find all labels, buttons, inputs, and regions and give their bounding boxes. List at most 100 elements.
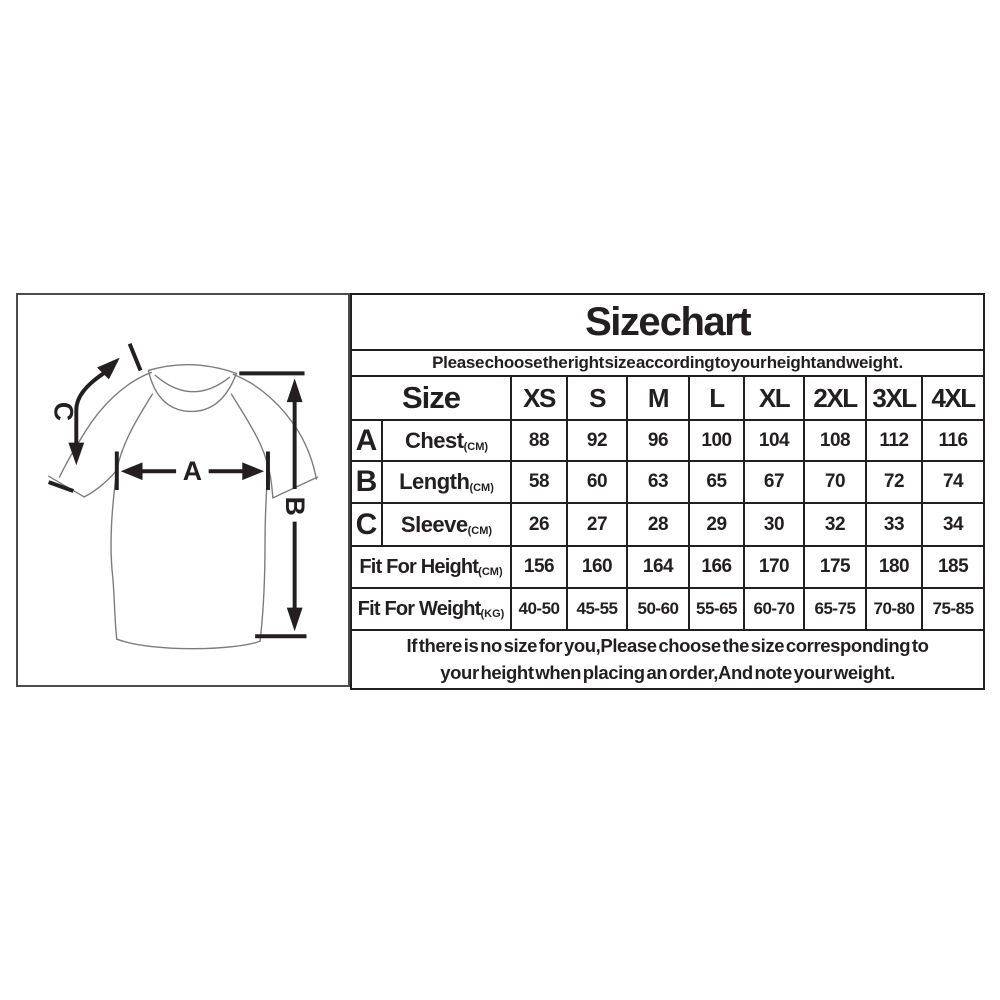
fit-height-value: 164 — [626, 545, 690, 589]
size-chart-table: Size chart Please choose the right size … — [349, 293, 986, 690]
fit-weight-value: 65-75 — [803, 587, 867, 631]
sleeve-value: 34 — [920, 502, 986, 547]
tshirt-diagram-panel: A B C — [16, 293, 350, 687]
measurement-arrow-sleeve: C — [47, 343, 143, 493]
length-value: 67 — [743, 460, 805, 504]
row-label-text: Sleeve — [400, 511, 468, 537]
row-unit: (CM) — [463, 440, 489, 453]
chest-value: 104 — [743, 419, 805, 462]
sleeve-top-tick — [127, 343, 143, 372]
measurement-arrow-length: B — [239, 371, 310, 639]
chest-value: 116 — [920, 419, 986, 462]
chest-value: 108 — [803, 419, 867, 462]
col-header-m: M — [626, 375, 690, 421]
fit-height-value: 156 — [510, 545, 568, 589]
table-row-fit-height: Fit For Height(CM) 156 160 164 166 170 1… — [350, 545, 986, 589]
col-header-2xl: 2XL — [803, 375, 867, 421]
row-label-text: Length — [399, 469, 470, 494]
col-header-xs: XS — [510, 375, 568, 421]
left-raglan-seam — [116, 393, 154, 471]
table-row-fit-weight: Fit For Weight(KG) 40-50 45-55 50-60 55-… — [350, 587, 986, 631]
size-note-line1: If there is no size for you,Please choos… — [406, 634, 929, 656]
fit-weight-value: 45-55 — [566, 587, 628, 631]
sleeve-value: 32 — [803, 502, 867, 547]
size-note-line2: your height when placing an order,And no… — [440, 661, 895, 683]
sleeve-value: 29 — [688, 502, 745, 547]
chest-value: 96 — [626, 419, 690, 462]
fit-weight-value: 50-60 — [626, 587, 690, 631]
chest-arrowhead-right — [242, 462, 265, 481]
fit-weight-value: 70-80 — [865, 587, 923, 631]
right-sleeve-outer — [232, 373, 318, 480]
col-header-xl: XL — [743, 375, 805, 421]
row-label-fit-height: Fit For Height(CM) — [350, 545, 512, 589]
left-sleeve-outer — [58, 371, 153, 478]
row-unit: (KG) — [480, 607, 505, 620]
chest-value: 88 — [510, 419, 568, 462]
row-label-length: Length(CM) — [381, 460, 512, 504]
col-header-s: S — [566, 375, 628, 421]
length-value: 60 — [566, 460, 628, 504]
chest-value: 92 — [566, 419, 628, 462]
row-letter: A — [350, 419, 383, 462]
sleeve-arrowhead-down — [68, 442, 85, 466]
fit-height-value: 175 — [803, 545, 867, 589]
sleeve-bottom-tick — [47, 480, 74, 493]
fit-weight-value: 40-50 — [510, 587, 568, 631]
row-label-fit-weight: Fit For Weight(KG) — [350, 587, 512, 631]
col-header-4xl: 4XL — [920, 375, 986, 421]
sleeve-value: 30 — [743, 502, 805, 547]
sleeve-arc-shaft — [74, 370, 107, 446]
body-hem — [116, 638, 261, 650]
sleeve-value: 27 — [566, 502, 628, 547]
fit-weight-value: 55-65 — [688, 587, 745, 631]
table-row-chest: A Chest(CM) 88 92 96 100 104 108 112 116 — [350, 419, 986, 462]
sleeve-value: 26 — [510, 502, 568, 547]
row-label-sleeve: Sleeve(CM) — [381, 502, 512, 547]
header-row: Size XS S M L XL 2XL 3XL 4XL — [350, 375, 986, 421]
fit-height-value: 180 — [865, 545, 923, 589]
length-value: 58 — [510, 460, 568, 504]
fit-height-value: 185 — [920, 545, 986, 589]
right-raglan-seam — [230, 393, 269, 467]
sleeve-value: 28 — [626, 502, 690, 547]
length-value: 72 — [865, 460, 923, 504]
length-label: B — [280, 497, 310, 516]
left-underarm-seam — [83, 469, 118, 498]
length-value: 74 — [920, 460, 986, 504]
row-letter: C — [350, 502, 383, 547]
sleeve-label: C — [49, 402, 79, 421]
measurement-arrow-chest: A — [114, 451, 270, 490]
collar-outer — [147, 364, 238, 413]
length-value: 65 — [688, 460, 745, 504]
sleeve-arrowhead-up — [97, 357, 120, 380]
chest-value: 100 — [688, 419, 745, 462]
size-header-cell: Size — [350, 375, 512, 421]
length-arrowhead-up — [286, 378, 303, 403]
row-label-text: Fit For Weight — [357, 597, 482, 620]
chart-subtitle: Please choose the right size according t… — [349, 349, 986, 377]
table-row-length: B Length(CM) 58 60 63 65 67 70 72 74 — [350, 460, 986, 504]
row-label-chest: Chest(CM) — [381, 419, 512, 462]
tshirt-outline — [47, 364, 319, 650]
fit-weight-value: 60-70 — [743, 587, 805, 631]
fit-height-value: 166 — [688, 545, 745, 589]
length-arrowhead-down — [286, 607, 303, 632]
tshirt-diagram: A B C — [47, 343, 319, 650]
col-header-l: L — [688, 375, 745, 421]
chest-arrowhead-left — [120, 462, 143, 481]
collar-inner — [154, 374, 231, 393]
col-header-3xl: 3XL — [865, 375, 923, 421]
row-label-text: Fit For Height — [359, 555, 479, 578]
length-value: 63 — [626, 460, 690, 504]
row-label-text: Chest — [404, 427, 464, 453]
fit-weight-value: 75-85 — [920, 587, 986, 631]
sleeve-value: 33 — [865, 502, 923, 547]
size-note: If there is no size for you,Please choos… — [349, 629, 986, 690]
fit-height-value: 160 — [566, 545, 628, 589]
chest-label: A — [183, 456, 202, 486]
row-unit: (CM) — [467, 524, 493, 537]
length-value: 70 — [803, 460, 867, 504]
body-right-edge — [259, 465, 269, 642]
